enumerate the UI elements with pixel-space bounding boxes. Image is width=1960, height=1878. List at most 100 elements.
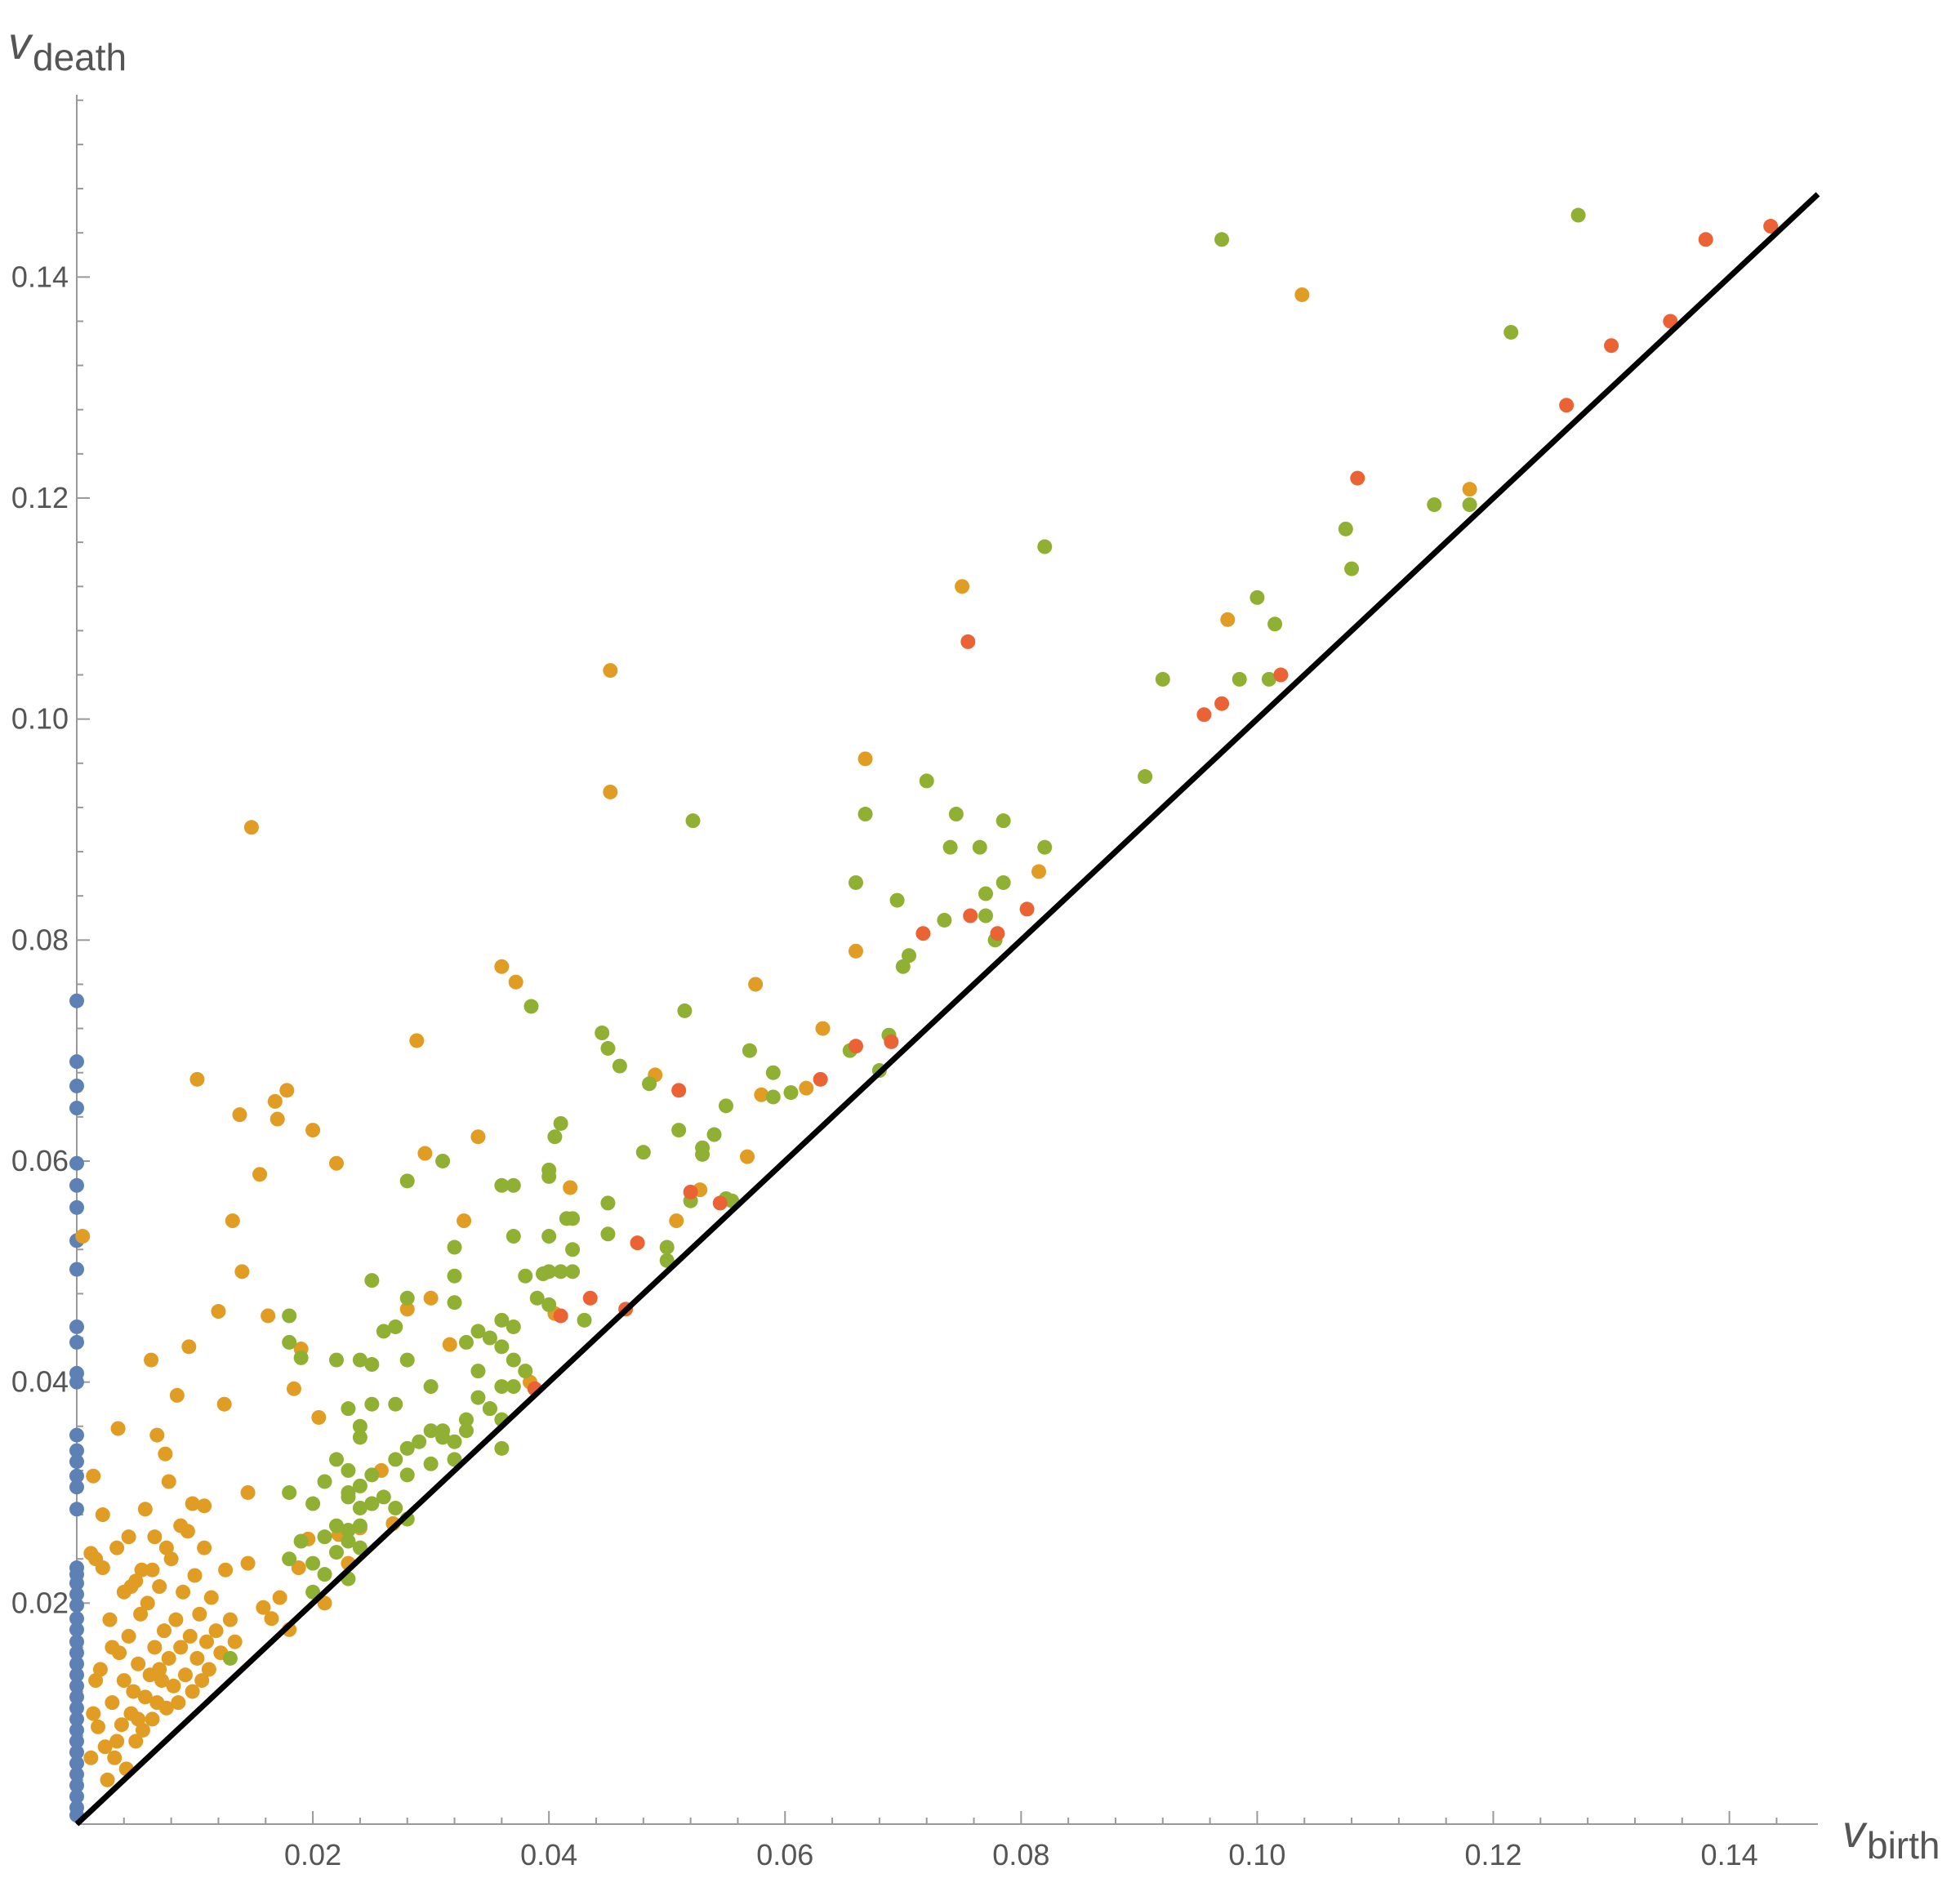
data-point-series-3	[388, 1452, 403, 1467]
data-point-series-3	[1214, 232, 1230, 247]
data-point-series-2	[126, 1684, 141, 1699]
data-point-series-3	[600, 1226, 616, 1242]
data-point-series-3	[282, 1551, 297, 1567]
data-point-series-2	[88, 1673, 104, 1689]
data-point-series-3	[282, 1334, 297, 1350]
y-axis-title: vdeath	[8, 17, 127, 78]
data-point-series-3	[518, 1268, 533, 1284]
data-point-series-2	[409, 1033, 425, 1048]
data-point-series-3	[447, 1452, 462, 1467]
data-point-series-3	[1250, 590, 1265, 605]
data-point-series-3	[399, 1352, 415, 1368]
data-point-series-2	[145, 1562, 160, 1578]
data-point-series-3	[783, 1085, 799, 1101]
data-point-series-3	[1232, 671, 1247, 687]
data-point-series-2	[177, 1667, 193, 1683]
data-point-series-2	[92, 1662, 108, 1677]
data-point-series-3	[282, 1484, 297, 1500]
data-point-series-2	[955, 579, 970, 594]
data-point-series-4	[553, 1308, 568, 1324]
data-point-series-3	[376, 1324, 391, 1339]
data-point-series-3	[848, 874, 863, 890]
x-tick-label: 0.04	[520, 1838, 577, 1871]
data-point-series-3	[1503, 324, 1519, 340]
data-point-series-3	[423, 1423, 439, 1439]
data-point-series-2	[97, 1739, 113, 1755]
data-point-series-4	[712, 1195, 728, 1211]
data-point-series-3	[506, 1177, 521, 1193]
data-point-series-2	[116, 1584, 131, 1600]
data-point-series-3	[919, 773, 934, 789]
data-point-series-2	[261, 1308, 276, 1324]
data-point-series-2	[189, 1650, 205, 1666]
data-point-series-1	[69, 1789, 84, 1805]
data-point-series-3	[376, 1489, 391, 1505]
data-point-series-3	[399, 1290, 415, 1306]
data-point-series-2	[234, 1264, 250, 1279]
y-tick-label: 0.06	[11, 1144, 69, 1177]
data-point-series-3	[328, 1518, 344, 1533]
data-point-series-3	[506, 1352, 521, 1368]
data-point-series-3	[494, 1440, 510, 1456]
data-point-series-2	[563, 1180, 578, 1195]
data-point-series-2	[740, 1149, 755, 1164]
data-point-series-3	[577, 1312, 592, 1328]
data-point-series-3	[412, 1434, 427, 1449]
x-axis-title: vbirth	[1842, 1805, 1940, 1867]
data-point-series-2	[128, 1733, 144, 1749]
data-point-series-3	[293, 1350, 309, 1365]
data-point-series-3	[612, 1058, 627, 1074]
data-point-series-2	[83, 1750, 99, 1765]
data-point-series-3	[447, 1268, 462, 1284]
data-point-series-1	[69, 1745, 84, 1760]
data-point-series-2	[286, 1381, 301, 1396]
data-point-series-3	[494, 1177, 510, 1193]
data-point-series-2	[494, 959, 510, 974]
data-point-series-3	[547, 1129, 563, 1145]
data-point-series-2	[168, 1612, 184, 1627]
data-point-series-2	[423, 1290, 439, 1306]
data-point-series-3	[447, 1239, 462, 1255]
data-point-series-2	[470, 1129, 486, 1145]
data-point-series-3	[1261, 671, 1276, 687]
data-point-series-2	[603, 663, 618, 679]
data-point-series-3	[978, 886, 993, 901]
data-point-series-3	[470, 1324, 486, 1339]
data-point-series-2	[102, 1612, 118, 1627]
data-point-series-3	[352, 1430, 368, 1445]
data-point-series-2	[158, 1540, 174, 1555]
data-point-series-4	[990, 926, 1005, 941]
data-point-series-2	[815, 1021, 831, 1036]
data-point-series-1	[69, 1078, 84, 1093]
data-point-series-3	[352, 1518, 368, 1533]
data-point-series-2	[86, 1468, 101, 1484]
data-point-series-3	[1037, 839, 1053, 855]
data-point-series-2	[169, 1387, 185, 1403]
data-point-series-1	[69, 1667, 84, 1683]
data-point-series-3	[523, 999, 539, 1014]
data-point-series-3	[541, 1229, 557, 1244]
data-point-series-2	[140, 1595, 155, 1611]
data-point-series-4	[813, 1071, 828, 1087]
data-point-series-2	[145, 1711, 160, 1727]
data-point-series-3	[435, 1423, 451, 1439]
data-point-series-3	[317, 1567, 332, 1582]
data-point-series-2	[134, 1562, 149, 1578]
data-point-series-3	[317, 1529, 332, 1545]
data-point-series-4	[683, 1184, 698, 1199]
data-point-series-3	[305, 1584, 321, 1600]
data-point-series-1	[69, 1722, 84, 1738]
data-point-series-3	[718, 1098, 733, 1114]
data-point-series-2	[194, 1673, 210, 1689]
data-point-series-2	[211, 1304, 226, 1319]
data-point-series-3	[948, 807, 964, 822]
data-point-series-4	[1019, 901, 1035, 917]
data-point-series-2	[272, 1590, 287, 1605]
data-point-series-1	[69, 1756, 84, 1771]
x-tick-label: 0.06	[756, 1838, 813, 1871]
data-point-series-2	[240, 1555, 256, 1571]
data-point-series-2	[858, 751, 873, 767]
data-point-series-2	[240, 1484, 256, 1500]
data-point-series-3	[341, 1462, 356, 1478]
data-point-series-2	[135, 1722, 150, 1738]
